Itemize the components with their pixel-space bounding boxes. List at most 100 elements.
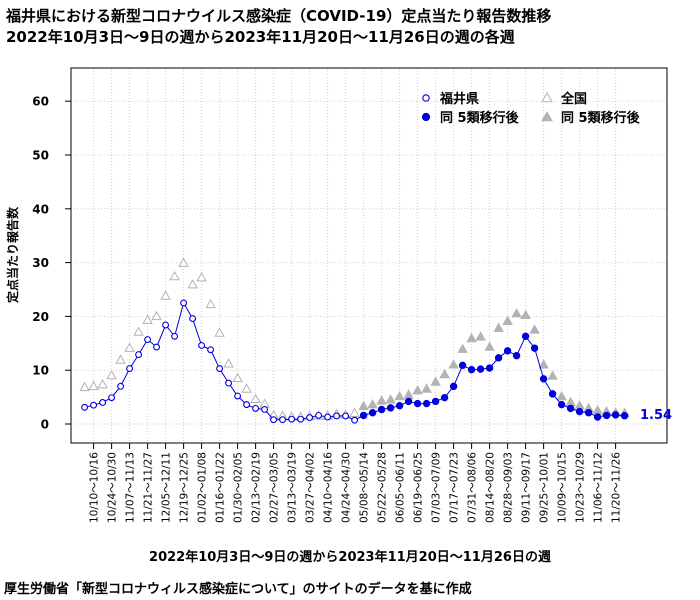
x-tick-label: 02/13～02/19 [251,452,263,523]
legend-marker-fukui [422,94,430,102]
fukui-point [342,412,350,420]
national-post-point [367,398,378,409]
x-tick-label: 01/16～01/22 [215,452,227,523]
fukui-post-point [548,390,557,398]
fukui-post-point [530,344,539,352]
x-tick-label: 05/08～05/14 [359,452,371,523]
fukui-post-point [395,402,404,410]
x-tick-label: 11/07～11/13 [125,452,137,523]
fukui-post-point [593,413,602,421]
national-point [214,327,225,337]
national-point [232,372,243,382]
legend-marker-national [541,91,553,103]
y-tick-label: 20 [32,310,49,324]
fukui-post-point [449,382,458,391]
national-point [205,298,216,309]
x-tick-label: 07/31～08/06 [467,452,479,523]
fukui-post-point [575,407,584,416]
national-post-point [484,341,495,351]
national-point [124,342,135,352]
legend-label: 同 5類移行後 [561,110,641,126]
national-post-point [421,383,432,393]
x-tick-label: 11/21～11/27 [143,452,155,523]
fukui-post-point [368,409,377,417]
national-point [187,279,198,289]
x-tick-label: 04/24～04/30 [341,452,353,523]
x-tick-label: 05/22～05/28 [377,452,389,523]
x-tick-label: 07/17～07/23 [449,452,461,523]
fukui-point [180,299,188,307]
national-point [79,381,90,392]
series-layer [79,257,630,424]
national-post-point [376,395,387,405]
fukui-post-point [539,375,548,383]
fukui-post-point [404,397,413,406]
x-tick-label: 11/20～11/26 [611,452,623,523]
national-post-point [358,400,369,410]
national-post-point [385,394,396,404]
fukui-post-point [377,405,386,414]
national-point [241,383,252,393]
national-point [250,393,261,403]
fukui-post-point [557,400,566,409]
y-axis: 0 10 20 30 40 50 60 [32,95,71,432]
fukui-post-point [476,365,485,373]
national-post-point [565,396,576,407]
fukui-point [288,415,296,423]
chart-subtitle: 2022年10月3日～9日の週から2023年11月20日～11月26日の週の各週 [6,28,515,46]
fukui-point [234,392,242,400]
national-post-point [547,370,558,380]
fukui-post-point [467,365,476,374]
fukui-point [162,321,170,329]
x-tick-label: 12/05～12/11 [161,452,173,523]
fukui-post-point [413,399,422,408]
national-post-point [511,308,522,318]
fukui-point [279,416,287,424]
legend-marker-fukui-post [421,112,431,122]
national-post-point [520,309,531,319]
legend-label: 全国 [560,91,587,107]
fukui-post-point [602,411,611,420]
fukui-point [135,351,143,359]
fukui-point [315,411,323,419]
fukui-post-point [521,332,530,341]
x-tick-label: 03/27～04/02 [305,452,317,523]
x-tick-label: 08/14～08/20 [485,452,497,523]
x-tick-label: 06/19～06/25 [413,452,425,523]
legend: 福井県 全国同 5類移行後 同 5類移行後 [421,91,641,126]
fukui-point [126,365,134,373]
last-value-label: 1.54 [640,408,672,423]
national-point [88,380,99,391]
national-post-point [403,389,414,399]
y-tick-label: 0 [41,418,49,432]
fukui-post-point [431,397,440,406]
x-tick-label: 10/24～10/30 [107,452,119,523]
national-post-point [466,332,477,343]
x-tick-label: 03/13～03/19 [287,452,299,523]
fukui-post-point [485,364,494,372]
national-point [133,326,144,336]
national-post-point [538,359,549,369]
fukui-point [153,343,161,351]
national-point [160,290,171,300]
x-tick-label: 01/30～02/05 [233,452,245,523]
fukui-point [306,414,314,421]
national-post-point [394,390,405,401]
fukui-post-point [359,411,368,420]
fukui-point [243,401,251,409]
national-point [169,270,180,281]
x-tick-label: 12/19～12/25 [179,452,191,523]
fukui-post-point [386,404,395,412]
national-point [223,358,234,368]
x-tick-label: 04/10～04/16 [323,452,335,523]
x-tick-label: 02/27～03/05 [269,452,281,523]
x-tick-label: 10/10～10/16 [89,452,101,523]
plot-frame [70,67,668,444]
national-post-point [502,315,513,325]
fukui-point [117,382,125,390]
fukui-post-point [620,412,629,420]
x-tick-label: 01/02～01/08 [197,452,209,523]
x-tick-label: 09/11～09/17 [521,452,533,523]
y-tick-label: 60 [32,95,49,109]
